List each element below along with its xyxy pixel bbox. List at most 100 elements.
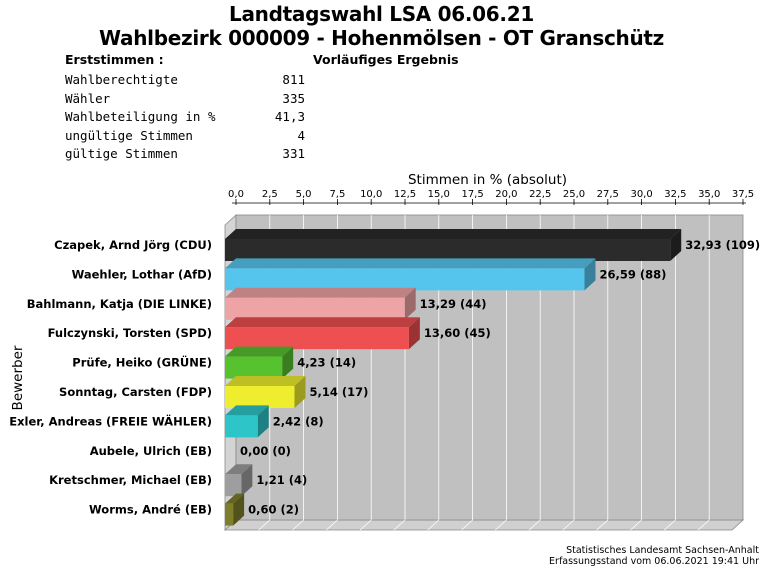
category-label: Exler, Andreas (FREIE WÄHLER) — [9, 413, 212, 428]
erststimmen-label: Erststimmen : — [65, 52, 164, 67]
x-tick-label: 30,0 — [630, 189, 652, 200]
bar-top — [225, 405, 269, 416]
category-label: Prüfe, Heiko (GRÜNE) — [72, 355, 212, 370]
result-status-label: Vorläufiges Ergebnis — [313, 52, 459, 67]
grid-line — [664, 519, 676, 531]
bar — [225, 239, 671, 261]
stat-value: 331 — [282, 146, 305, 161]
bar-side — [408, 317, 420, 350]
y-axis-title: Bewerber — [10, 345, 26, 410]
x-tick-label: 35,0 — [698, 189, 720, 200]
x-tick-label: 12,5 — [394, 189, 416, 200]
bar — [225, 503, 234, 526]
bar-chart: 0,0 2,5 5,0 7,5 10,0 12,5 15,0 17,5 20,0 22,5 25,0… — [9, 172, 760, 531]
stat-value: 41,3 — [274, 109, 305, 124]
category-label: Bahlmann, Katja (DIE LINKE) — [27, 297, 212, 311]
data-label: 13,60 (45) — [424, 326, 491, 340]
data-label: 5,14 (17) — [309, 385, 368, 399]
grid-line — [528, 519, 541, 531]
bar-side — [241, 464, 253, 497]
footer-timestamp: Erfassungsstand vom 06.06.2021 19:41 Uhr — [549, 556, 759, 567]
data-label: 2,42 (8) — [273, 414, 324, 428]
x-tick-label: 22,5 — [529, 189, 551, 200]
grid-line — [292, 519, 304, 531]
x-tick-label: 0,0 — [228, 189, 244, 200]
x-tick-label: 25,0 — [563, 189, 585, 200]
bar-side — [282, 346, 294, 379]
category-label: Sonntag, Carsten (FDP) — [59, 385, 212, 399]
category-label: Fulczynski, Torsten (SPD) — [48, 326, 212, 340]
x-tick-label: 32,5 — [664, 189, 686, 200]
bar — [225, 415, 258, 438]
bar-side — [404, 287, 416, 320]
bar — [225, 386, 295, 408]
bar-side — [294, 376, 306, 408]
x-tick-label: 37,5 — [732, 189, 754, 200]
page-subtitle: Wahlbezirk 000009 - Hohenmölsen - OT Gra… — [98, 26, 664, 50]
bar-top — [225, 464, 253, 475]
stat-value: 811 — [282, 72, 305, 87]
stat-value: 4 — [297, 127, 305, 143]
bar-top — [225, 317, 420, 328]
stats-row: Wahlbeteiligung in % 41,3 — [65, 109, 305, 128]
bar-top — [225, 346, 294, 357]
bar-side — [670, 229, 682, 261]
x-tick-label: 2,5 — [262, 189, 278, 200]
bar-top — [225, 287, 416, 298]
stat-value: 335 — [282, 90, 305, 106]
bar-side — [257, 405, 269, 438]
category-label: Czapek, Arnd Jörg (CDU) — [54, 238, 212, 252]
x-tick-label: 20,0 — [495, 189, 517, 200]
grid-line — [258, 519, 271, 531]
stats-row: Wahlberechtigte 811 — [65, 72, 305, 91]
x-axis-title: Stimmen in % (absolut) — [408, 172, 567, 188]
x-tick-label: 7,5 — [329, 189, 345, 200]
data-label: 1,21 (4) — [256, 473, 307, 487]
stats-table: Wahlberechtigte 811 Wähler 335 Wahlbeteili… — [65, 72, 305, 165]
bar — [225, 297, 405, 320]
data-label: 32,93 (109) — [685, 238, 760, 252]
page-title: Landtagswahl LSA 06.06.21 — [229, 2, 534, 26]
x-tick-label: 10,0 — [360, 189, 382, 200]
grid-line — [427, 519, 440, 531]
data-label: 13,29 (44) — [420, 297, 487, 311]
bar-top — [225, 229, 682, 239]
x-tick-label: 17,5 — [461, 189, 483, 200]
plot-floor — [223, 519, 745, 531]
grid-line — [393, 519, 406, 531]
data-label: 4,23 (14) — [297, 356, 356, 370]
category-label: Waehler, Lothar (AfD) — [72, 267, 212, 281]
stat-label: gültige Stimmen — [65, 146, 178, 161]
grid-line — [359, 519, 372, 531]
category-label: Kretschmer, Michael (EB) — [49, 473, 212, 487]
stat-label: Wähler — [65, 90, 111, 106]
bar-side — [233, 493, 245, 526]
x-tick-label: 5,0 — [296, 189, 312, 200]
stat-label: Wahlbeteiligung in % — [65, 109, 216, 124]
bar — [225, 474, 242, 497]
grid-line — [562, 519, 575, 531]
stats-row: ungültige Stimmen 4 — [65, 128, 305, 147]
category-label: Worms, André (EB) — [89, 503, 212, 517]
grid-line — [461, 519, 473, 531]
stats-row: gültige Stimmen 331 — [65, 146, 305, 165]
data-label: 26,59 (88) — [599, 267, 666, 281]
data-label: 0,00 (0) — [240, 444, 291, 458]
stat-label: ungültige Stimmen — [65, 127, 193, 143]
grid-line — [697, 519, 710, 531]
bar — [225, 327, 409, 350]
bar — [225, 356, 283, 379]
x-tick-label: 27,5 — [597, 189, 619, 200]
grid-line — [326, 519, 338, 531]
stats-row: Wähler 335 — [65, 91, 305, 110]
x-tick-label: 15,0 — [428, 189, 450, 200]
category-label: Aubele, Ulrich (EB) — [90, 444, 212, 458]
grid-line — [630, 519, 642, 531]
bar-top — [225, 376, 306, 386]
data-label: 0,60 (2) — [248, 503, 299, 517]
stat-label: Wahlberechtigte — [65, 72, 178, 87]
bar-top — [225, 493, 245, 504]
footer-source: Statistisches Landesamt Sachsen-Anhalt — [566, 545, 759, 556]
bar — [225, 268, 585, 291]
bar-side — [584, 258, 596, 291]
